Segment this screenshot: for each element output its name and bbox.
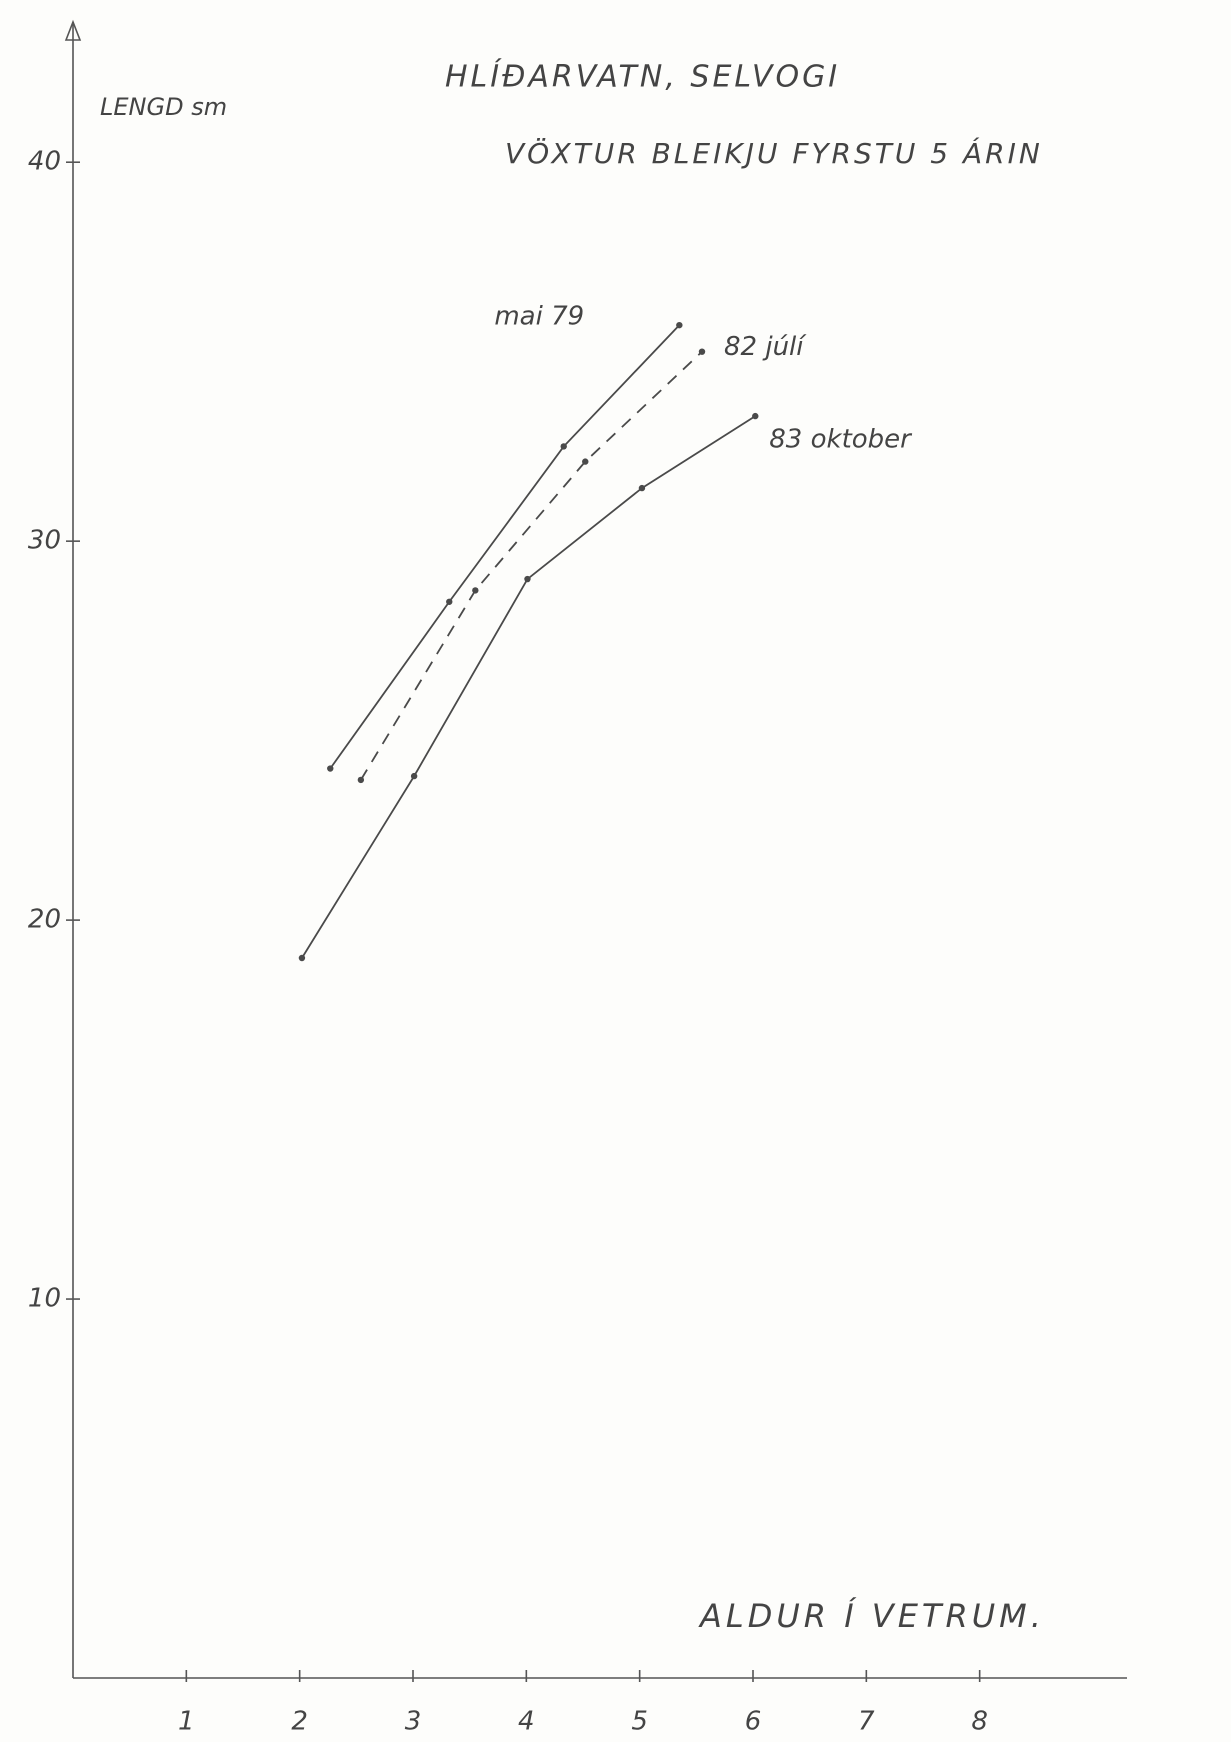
data-point — [446, 598, 453, 605]
data-point — [472, 587, 479, 594]
x-tick-label: 7 — [858, 1707, 875, 1737]
x-tick-label: 8 — [971, 1707, 988, 1737]
x-tick-label: 1 — [178, 1707, 195, 1737]
series-label: mai 79 — [494, 302, 584, 332]
series-label: 82 júlí — [724, 332, 807, 362]
x-tick-label: 6 — [745, 1707, 762, 1737]
x-tick-label: 2 — [291, 1707, 308, 1737]
data-point — [638, 484, 646, 492]
y-axis-label: LENGD sm — [100, 93, 227, 121]
x-tick-label: 3 — [405, 1707, 422, 1737]
y-tick-label: 40 — [28, 147, 61, 177]
data-point — [327, 765, 334, 772]
data-point — [524, 575, 531, 583]
x-tick-label: 4 — [518, 1707, 535, 1737]
data-point — [582, 458, 589, 465]
data-point — [698, 348, 706, 355]
data-point — [410, 772, 418, 780]
series-line — [329, 324, 680, 770]
data-point — [676, 321, 683, 329]
chart-title: HLÍÐARVATN, SELVOGI — [445, 59, 840, 95]
chart-subtitle: VÖXTUR BLEIKJU FYRSTU 5 ÁRIN — [505, 136, 1043, 170]
series-label: 83 oktober — [769, 425, 913, 455]
y-tick-label: 10 — [28, 1284, 61, 1314]
x-tick-label: 5 — [631, 1707, 648, 1737]
data-point — [357, 776, 365, 784]
data-point — [298, 954, 306, 962]
y-axis-arrow — [64, 19, 82, 41]
data-point — [752, 412, 759, 420]
x-axis-label: ALDUR Í VETRUM. — [698, 1597, 1045, 1635]
y-tick-label: 30 — [28, 526, 61, 556]
data-point — [560, 443, 567, 450]
series-line — [360, 351, 703, 781]
y-tick-label: 20 — [28, 905, 61, 935]
